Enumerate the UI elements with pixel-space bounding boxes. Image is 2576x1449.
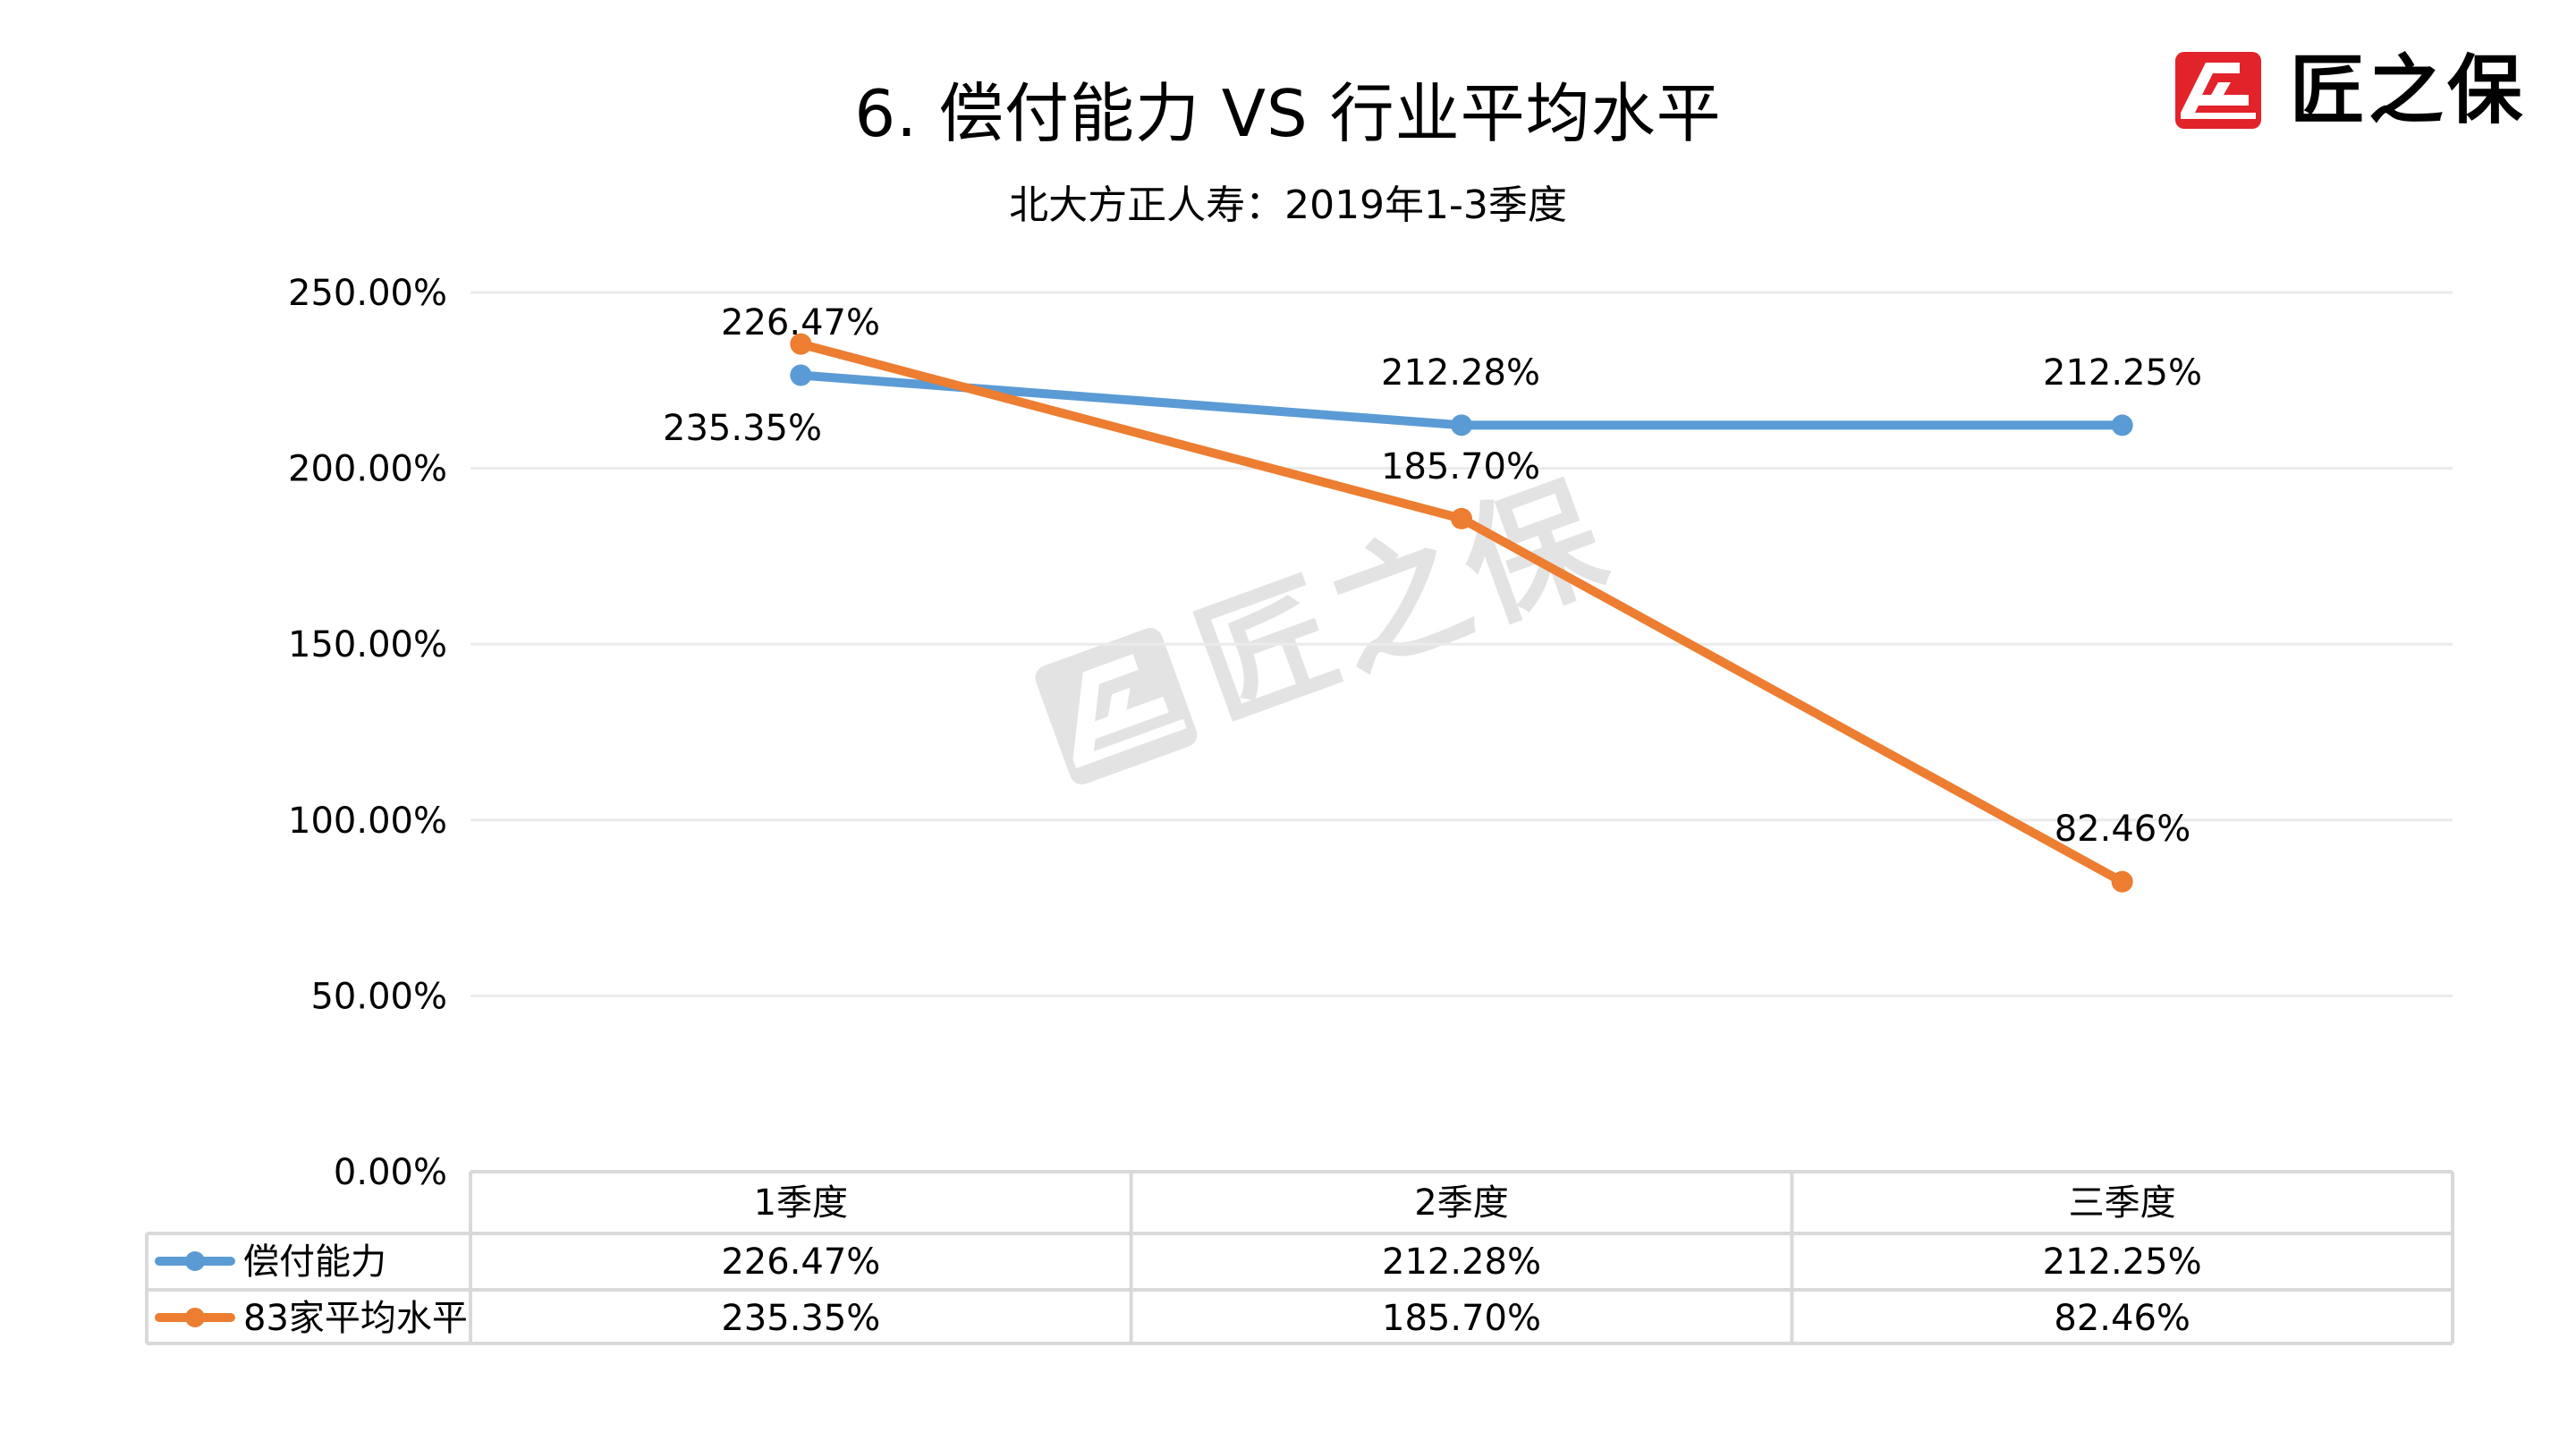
data-point-marker[interactable] <box>2111 870 2133 893</box>
data-label: 185.70% <box>1381 446 1540 487</box>
y-tick-label: 0.00% <box>334 1152 447 1193</box>
table-cell: 212.28% <box>1382 1241 1541 1283</box>
table-cell: 82.46% <box>2054 1298 2190 1339</box>
legend-key <box>155 1308 235 1327</box>
series-lines <box>790 333 2133 893</box>
y-axis: 0.00% 50.00% 100.00% 150.00% 200.00% 250.00% <box>288 273 447 1193</box>
y-tick-label: 50.00% <box>310 976 447 1017</box>
data-label: 235.35% <box>663 408 822 449</box>
watermark-mark-icon <box>1031 624 1201 788</box>
legend-key <box>155 1251 235 1271</box>
data-point-marker[interactable] <box>790 333 812 355</box>
table-header-cell: 2季度 <box>1414 1182 1508 1224</box>
y-tick-label: 250.00% <box>288 273 447 314</box>
data-label: 226.47% <box>721 302 880 343</box>
data-label: 212.25% <box>2043 352 2202 394</box>
gridlines <box>470 291 2453 997</box>
y-tick-label: 200.00% <box>288 449 447 490</box>
series-2 <box>790 333 2133 893</box>
chart-subtitle: 北大方正人寿：2019年1-3季度 <box>1009 182 1567 228</box>
data-point-marker[interactable] <box>790 364 812 386</box>
legend-label: 偿付能力 <box>243 1241 386 1283</box>
brand-name: 匠之保 <box>2290 47 2527 134</box>
data-point-marker[interactable] <box>2111 414 2133 436</box>
data-label: 82.46% <box>2055 809 2191 850</box>
table-header-cell: 1季度 <box>754 1182 848 1224</box>
y-tick-label: 100.00% <box>288 801 447 842</box>
brand-mark-icon <box>2175 52 2261 129</box>
table-cell: 235.35% <box>721 1298 880 1339</box>
table-cell: 226.47% <box>721 1241 880 1283</box>
table-cell: 212.25% <box>2043 1241 2202 1283</box>
chart-title: 6. 偿付能力 VS 行业平均水平 <box>854 76 1722 151</box>
data-point-marker[interactable] <box>1451 414 1472 436</box>
table-cell: 185.70% <box>1382 1298 1541 1339</box>
brand-logo: 匠之保 <box>2175 49 2551 131</box>
data-label: 212.28% <box>1381 352 1540 394</box>
data-labels: 235.35% 212.28% 212.25% 226.47% 185.70% 82.46… <box>663 302 2202 850</box>
data-point-marker[interactable] <box>1451 507 1472 530</box>
y-tick-label: 150.00% <box>288 624 447 665</box>
series-1 <box>790 364 2133 436</box>
table-header-cell: 三季度 <box>2069 1182 2176 1224</box>
watermark: 匠之保 <box>1029 456 1630 796</box>
legend-label: 83家平均水平 <box>243 1298 468 1339</box>
